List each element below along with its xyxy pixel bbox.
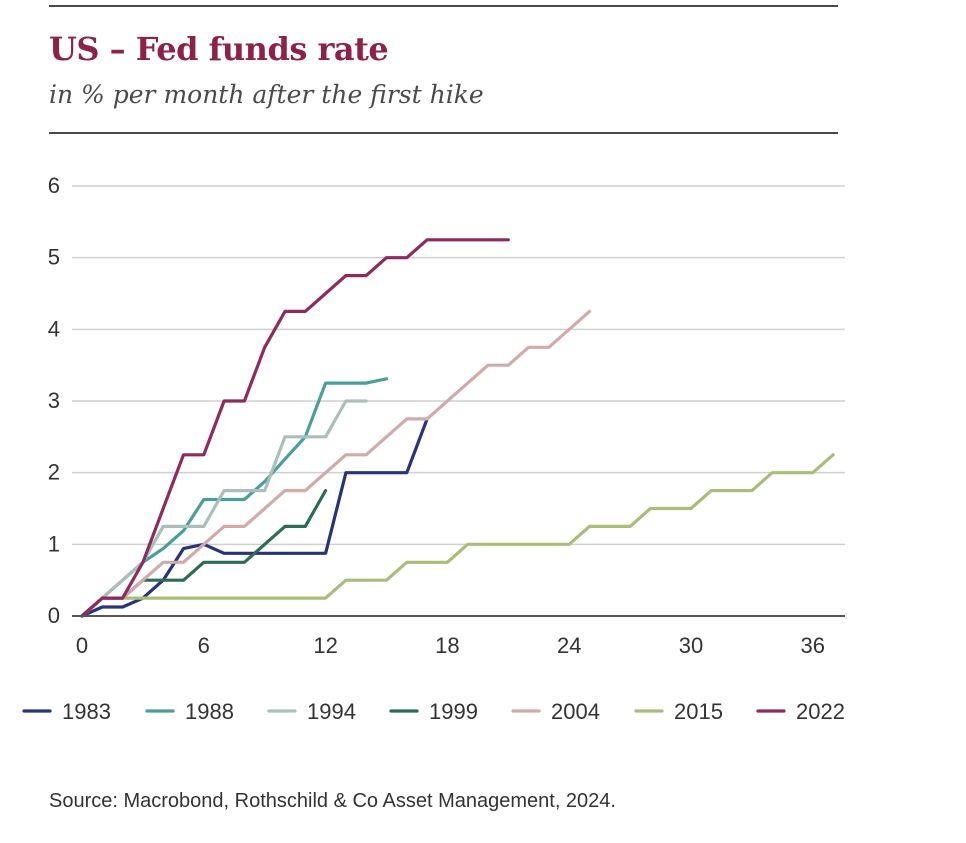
series-lines: [80, 238, 835, 618]
x-tick-label-24: 24: [557, 633, 581, 658]
header-rule: [49, 132, 838, 134]
legend-label-2022: 2022: [796, 699, 845, 724]
top-rule: [49, 5, 838, 7]
legend-item-2015: 2015: [634, 699, 723, 724]
legend-item-2022: 2022: [756, 699, 845, 724]
chart-title: US – Fed funds rate: [49, 30, 389, 68]
legend: 1983 1988 1994 1999 2004 2015 2022: [22, 699, 845, 724]
y-tick-label-1: 1: [48, 531, 60, 556]
y-tick-label-4: 4: [48, 316, 60, 341]
x-tick-label-36: 36: [801, 633, 825, 658]
legend-item-1983: 1983: [22, 699, 111, 724]
x-tick-label-12: 12: [313, 633, 337, 658]
legend-label-2004: 2004: [551, 699, 600, 724]
chart-subtitle: in % per month after the first hike: [49, 80, 484, 109]
x-tick-label-0: 0: [76, 633, 88, 658]
legend-label-1983: 1983: [62, 699, 111, 724]
y-tick-label-5: 5: [48, 245, 60, 270]
series-line-2015: [80, 453, 835, 618]
y-tick-label-3: 3: [48, 388, 60, 413]
x-tick-label-30: 30: [679, 633, 703, 658]
legend-label-1994: 1994: [307, 699, 356, 724]
legend-label-1999: 1999: [429, 699, 478, 724]
y-tick-label-0: 0: [48, 603, 60, 628]
x-tick-label-6: 6: [198, 633, 210, 658]
legend-item-1999: 1999: [389, 699, 478, 724]
x-tick-label-18: 18: [435, 633, 459, 658]
series-line-2004: [80, 309, 592, 618]
series-line-2022: [80, 238, 510, 618]
legend-item-1994: 1994: [267, 699, 356, 724]
y-tick-label-6: 6: [48, 173, 60, 198]
x-tick-labels: 0 6 12 18 24 30 36: [76, 633, 825, 658]
y-tick-labels: 0 1 2 3 4 5 6: [48, 173, 60, 628]
legend-item-2004: 2004: [511, 699, 600, 724]
legend-label-1988: 1988: [185, 699, 234, 724]
y-tick-label-2: 2: [48, 460, 60, 485]
legend-label-2015: 2015: [674, 699, 723, 724]
series-line-1994: [80, 399, 368, 618]
source-note: Source: Macrobond, Rothschild & Co Asset…: [49, 790, 616, 812]
legend-item-1988: 1988: [145, 699, 234, 724]
grid-lines: [72, 185, 845, 546]
